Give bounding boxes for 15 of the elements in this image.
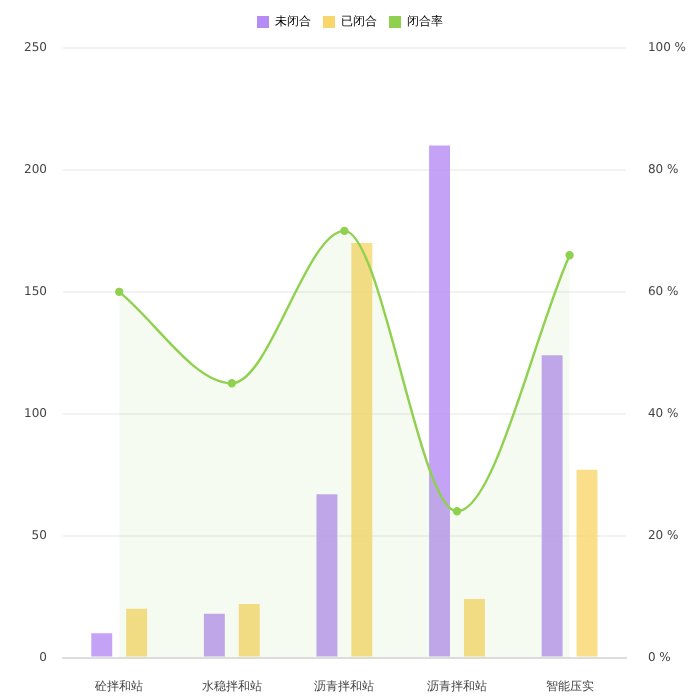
point bbox=[452, 507, 462, 516]
bar bbox=[238, 603, 260, 657]
bar bbox=[576, 469, 598, 657]
bar bbox=[541, 355, 563, 657]
bar bbox=[429, 145, 451, 657]
bar bbox=[203, 613, 225, 657]
point bbox=[565, 251, 574, 260]
bar bbox=[126, 608, 148, 657]
bar bbox=[91, 633, 113, 657]
bar bbox=[316, 494, 338, 657]
point bbox=[340, 226, 349, 236]
bar bbox=[351, 243, 373, 657]
point bbox=[227, 379, 236, 388]
bar bbox=[463, 599, 485, 657]
point bbox=[115, 287, 124, 297]
